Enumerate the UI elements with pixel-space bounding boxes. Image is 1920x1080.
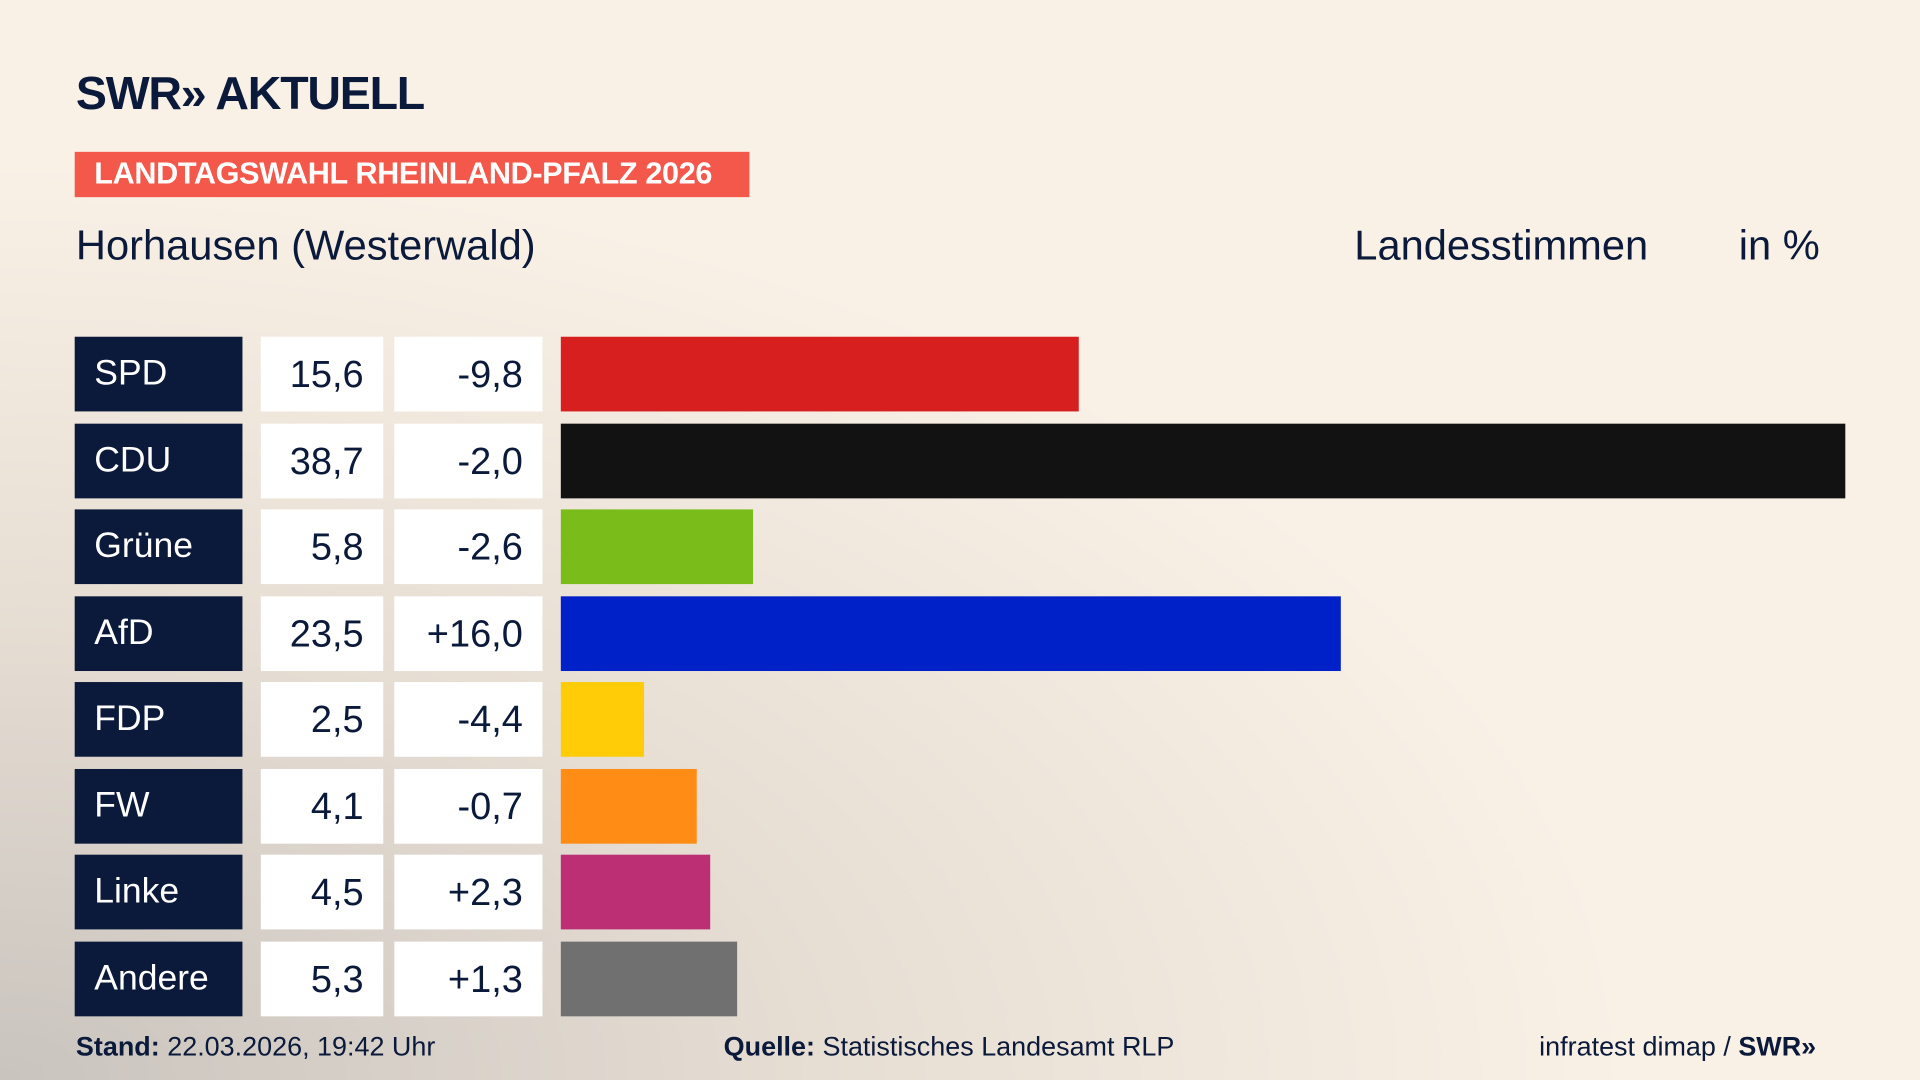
- diff-label: -9,8: [394, 336, 543, 412]
- party-label: Linke: [74, 854, 243, 930]
- bar: [560, 941, 737, 1016]
- value-label: 2,5: [260, 682, 384, 757]
- diff-label: -4,4: [394, 682, 543, 757]
- value-label: 4,1: [260, 768, 384, 844]
- party-label: AfD: [74, 595, 243, 671]
- value-label: 23,5: [260, 595, 384, 671]
- swr-aktuell-logo: SWR» AKTUELL: [75, 68, 425, 121]
- value-label: 4,5: [260, 854, 384, 930]
- swr-logo: SWR»: [1738, 1031, 1817, 1062]
- party-label: SPD: [74, 336, 243, 412]
- source-label: Quelle:: [723, 1031, 815, 1062]
- unit-label: in %: [1738, 222, 1820, 270]
- source-value: Statistisches Landesamt RLP: [822, 1031, 1175, 1062]
- diff-label: -0,7: [394, 768, 543, 844]
- diff-label: -2,0: [394, 423, 543, 498]
- party-label: Grüne: [74, 509, 243, 585]
- value-label: 5,3: [260, 941, 384, 1016]
- party-label: Andere: [74, 941, 243, 1016]
- party-label: FW: [74, 768, 243, 844]
- diff-label: +1,3: [394, 941, 543, 1016]
- stand: Stand: 22.03.2026, 19:42 Uhr: [76, 1031, 435, 1063]
- metric-label: Landesstimmen: [1354, 222, 1649, 270]
- diff-label: +2,3: [394, 854, 543, 930]
- stand-value: 22.03.2026, 19:42 Uhr: [167, 1031, 436, 1062]
- bar: [560, 768, 697, 844]
- bar: [560, 336, 1079, 412]
- election-tag: LANDTAGSWAHL RHEINLAND-PFALZ 2026: [74, 151, 750, 198]
- value-label: 5,8: [260, 509, 384, 585]
- credit-text: infratest dimap /: [1539, 1031, 1731, 1062]
- place-title: Horhausen (Westerwald): [75, 222, 536, 270]
- bar: [560, 423, 1846, 498]
- diff-label: +16,0: [394, 595, 543, 671]
- stand-label: Stand:: [75, 1031, 160, 1062]
- credit: infratest dimap / SWR»: [1539, 1031, 1816, 1063]
- party-label: CDU: [74, 423, 243, 498]
- bar: [560, 682, 644, 757]
- bar: [560, 854, 711, 930]
- bar: [560, 595, 1341, 671]
- party-label: FDP: [74, 682, 243, 757]
- value-label: 15,6: [260, 336, 384, 412]
- value-label: 38,7: [260, 423, 384, 498]
- diff-label: -2,6: [394, 509, 543, 585]
- bar: [560, 509, 754, 585]
- source: Quelle: Statistisches Landesamt RLP: [724, 1031, 1175, 1063]
